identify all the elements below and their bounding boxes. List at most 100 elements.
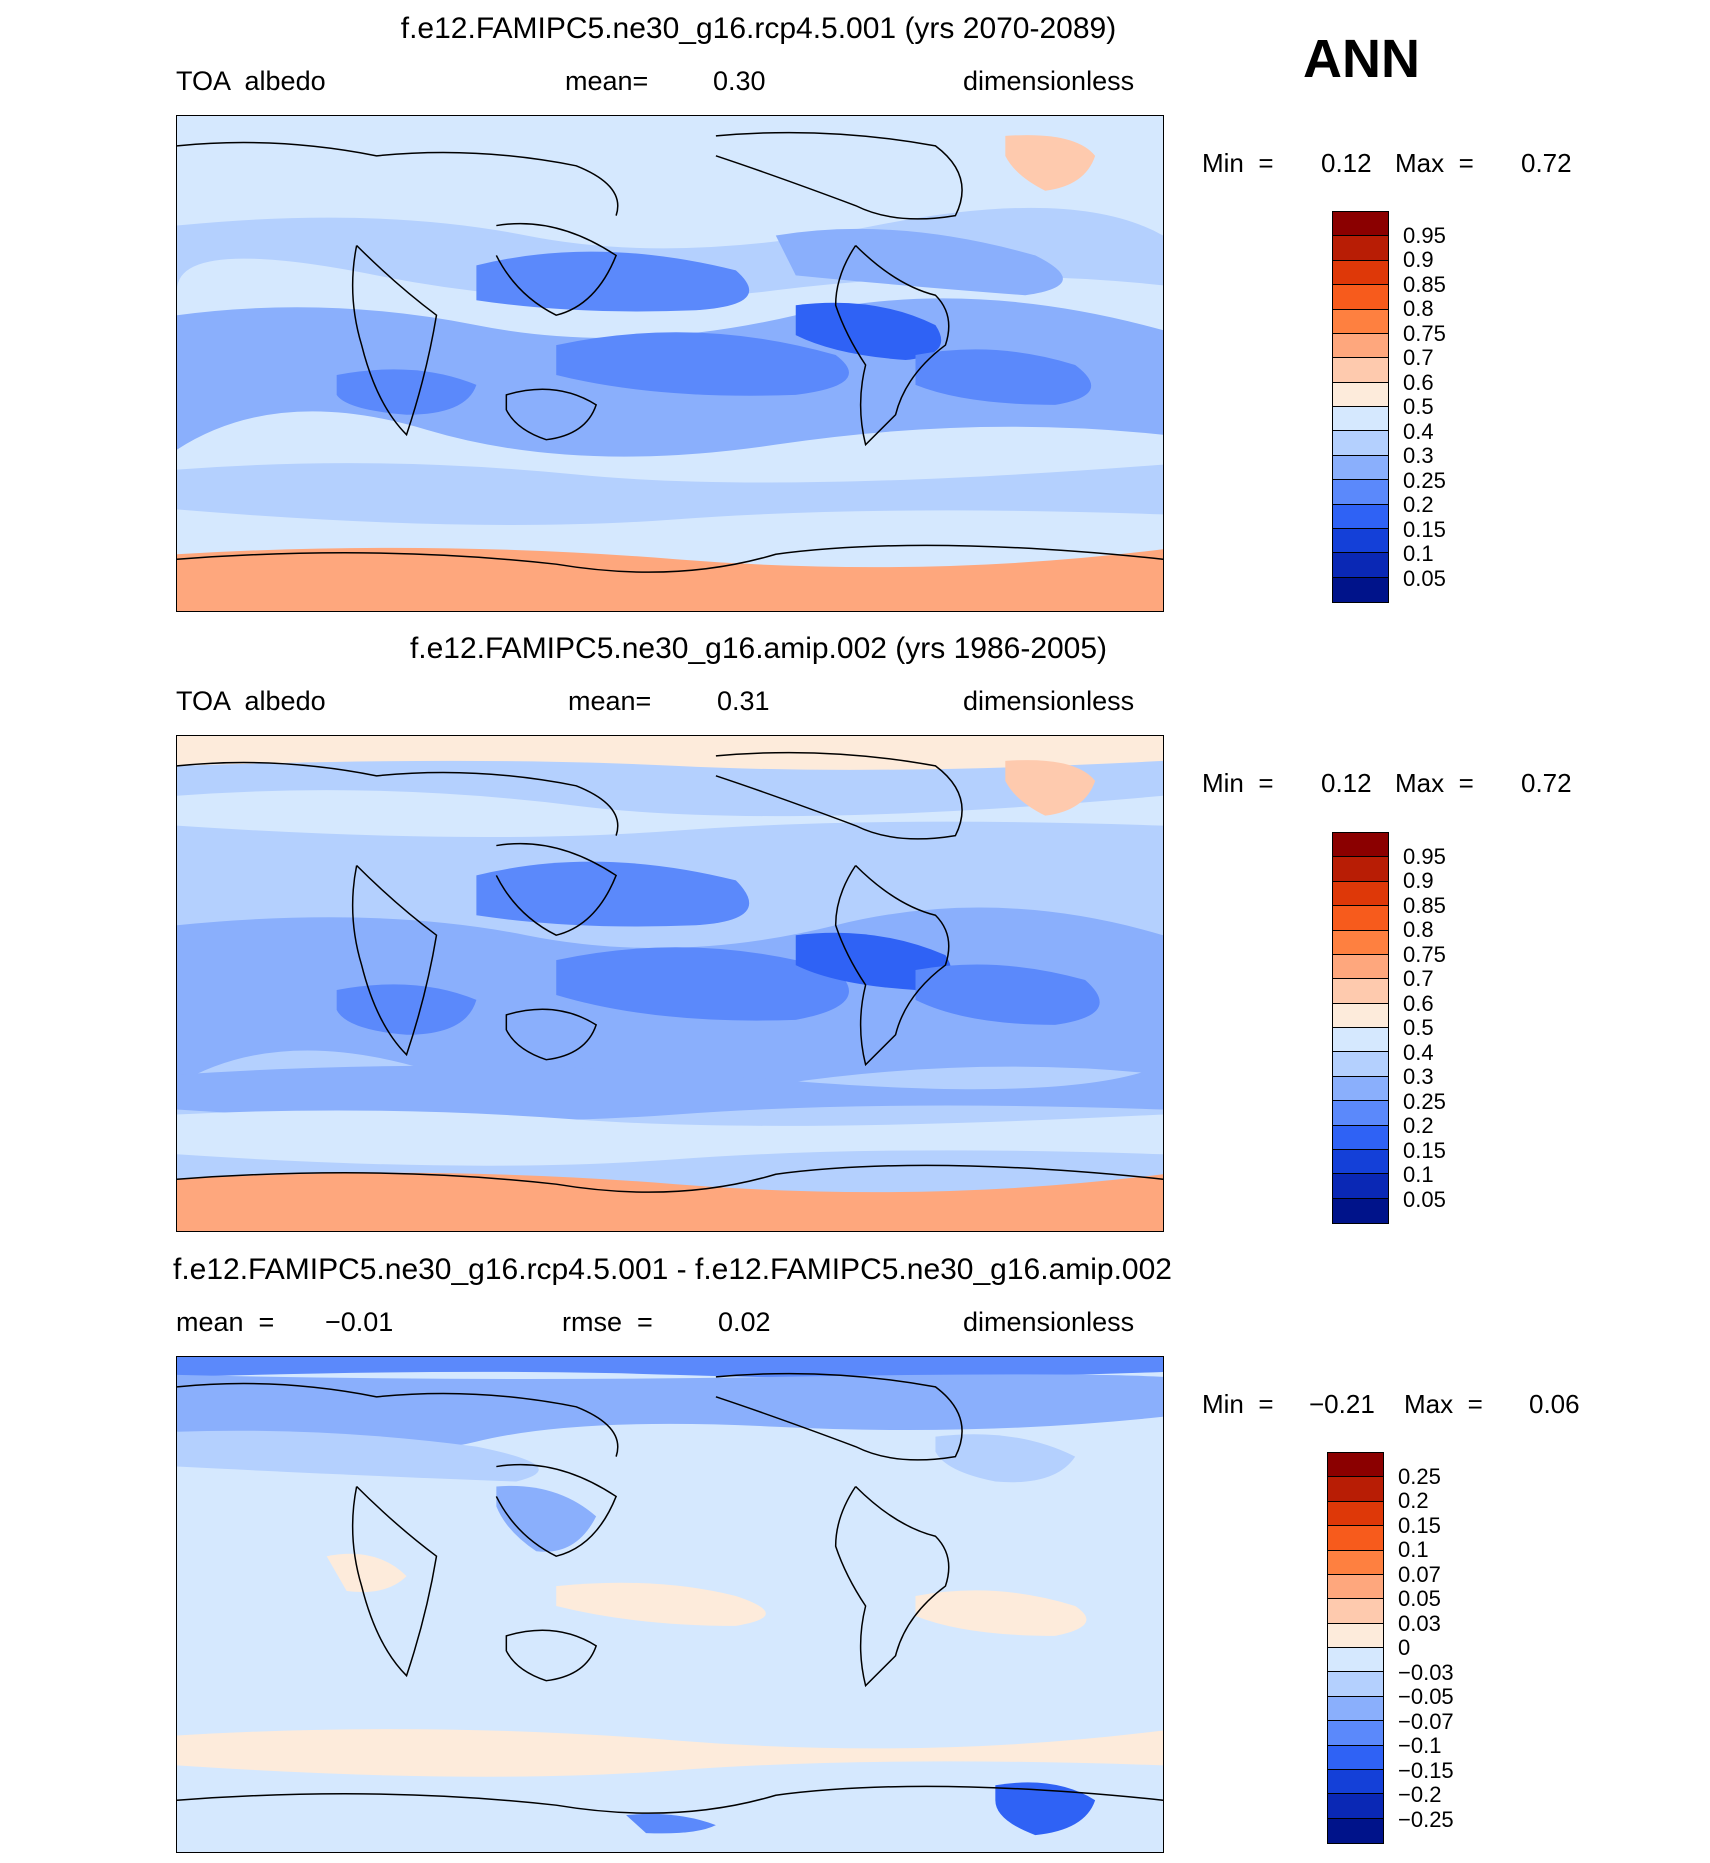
panel-2-title: f.e12.FAMIPC5.ne30_g16.amip.002 (yrs 198…: [409, 632, 1108, 665]
colorbar-tick-label: −0.2: [1398, 1782, 1442, 1807]
colorbar-tick-label: 0.85: [1403, 271, 1446, 297]
colorbar-tick-label: 0.9: [1403, 868, 1434, 893]
panel-3-title: f.e12.FAMIPC5.ne30_g16.rcp4.5.001 - f.e1…: [173, 1253, 1172, 1286]
colorbar-tick-label: 0.75: [1403, 320, 1446, 346]
colorbar-box: [1328, 1672, 1383, 1697]
colorbar-tick-label: 0.4: [1403, 418, 1434, 444]
panel-2-min-label: Min =: [1202, 768, 1274, 798]
panel-3-colorbar-labels: 0.25 0.2 0.15 0.1 0.07 0.05 0.03 0 −0.03 −0.05 −0.…: [1398, 1452, 1508, 1844]
colorbar-tick-label: 0.6: [1403, 990, 1434, 1016]
colorbar-tick-label: 0.25: [1403, 1088, 1446, 1114]
colorbar-box: [1328, 1501, 1383, 1527]
panel-2-colorbar-labels: 0.95 0.9 0.85 0.8 0.75 0.7 0.6 0.5 0.4 0.3 0.25 0.2…: [1403, 832, 1503, 1224]
colorbar-box: [1333, 309, 1388, 334]
colorbar-tick-label: 0.05: [1403, 1186, 1446, 1212]
panel-2-units-label: dimensionless: [963, 686, 1135, 716]
colorbar-tick-label: 0.5: [1403, 394, 1434, 419]
panel-1-max-label: Max =: [1395, 148, 1474, 178]
colorbar-tick-label: −0.25: [1398, 1806, 1454, 1832]
colorbar-box: [1333, 528, 1388, 554]
colorbar-box: [1333, 1003, 1388, 1028]
colorbar-tick-label: 0.2: [1403, 492, 1434, 517]
colorbar-box: [1328, 1648, 1383, 1673]
panel-1-max-value: 0.72: [1521, 148, 1572, 178]
colorbar-box: [1333, 906, 1388, 931]
colorbar-box: [1333, 382, 1388, 407]
colorbar-box: [1333, 857, 1388, 882]
colorbar-box: [1328, 1574, 1383, 1600]
panel-3-min-label: Min =: [1202, 1389, 1274, 1419]
colorbar-box: [1328, 1599, 1383, 1624]
panel-3-min-value: −0.21: [1309, 1389, 1375, 1419]
panel-1-map: [176, 115, 1164, 612]
panel-1-colorbar-labels: 0.95 0.9 0.85 0.8 0.75 0.7 0.6 0.5 0.4 0.3 0.25 0.2…: [1403, 211, 1503, 603]
colorbar-box: [1328, 1477, 1383, 1502]
panel-2-map: [176, 735, 1164, 1232]
colorbar-tick-label: 0.25: [1403, 467, 1446, 493]
panel-3-mean-value: −0.01: [325, 1307, 394, 1337]
panel-2-max-label: Max =: [1395, 768, 1474, 798]
colorbar-tick-label: 0.4: [1403, 1039, 1434, 1065]
panel-2-variable-label: TOA albedo: [176, 686, 326, 716]
colorbar-box: [1333, 1149, 1388, 1175]
colorbar-box: [1328, 1526, 1383, 1551]
colorbar-tick-label: 0.7: [1403, 966, 1434, 991]
colorbar-tick-label: −0.07: [1398, 1708, 1454, 1734]
colorbar-box: [1333, 358, 1388, 383]
panel-1-colorbar: [1332, 211, 1389, 603]
colorbar-box: [1328, 1818, 1383, 1843]
colorbar-box: [1328, 1721, 1383, 1746]
colorbar-tick-label: 0.3: [1403, 1064, 1434, 1089]
panel-1-min-value: 0.12: [1321, 148, 1372, 178]
panel-2-mean-label: mean=: [568, 686, 652, 716]
colorbar-tick-label: 0.15: [1398, 1512, 1441, 1538]
panel-1-units-label: dimensionless: [963, 66, 1135, 96]
colorbar-tick-label: 0.15: [1403, 516, 1446, 542]
colorbar-box: [1333, 333, 1388, 359]
season-label: ANN: [1303, 29, 1420, 89]
colorbar-tick-label: −0.05: [1398, 1684, 1454, 1709]
colorbar-box: [1328, 1769, 1383, 1795]
colorbar-tick-label: 0.95: [1403, 843, 1446, 869]
panel-2-min-value: 0.12: [1321, 768, 1372, 798]
colorbar-tick-label: 0.7: [1403, 345, 1434, 370]
colorbar-tick-label: 0.2: [1403, 1113, 1434, 1138]
colorbar-tick-label: 0.85: [1403, 892, 1446, 918]
colorbar-box: [1333, 1076, 1388, 1102]
panel-1-mean-value: 0.30: [713, 66, 766, 96]
panel-2-colorbar: [1332, 832, 1389, 1224]
colorbar-tick-label: 0.75: [1403, 941, 1446, 967]
colorbar-box: [1333, 1198, 1388, 1223]
panel-1-title: f.e12.FAMIPC5.ne30_g16.rcp4.5.001 (yrs 2…: [400, 12, 1117, 45]
colorbar-box: [1333, 1125, 1388, 1150]
colorbar-box: [1333, 553, 1388, 578]
colorbar-tick-label: 0.05: [1403, 565, 1446, 591]
colorbar-box: [1333, 431, 1388, 456]
colorbar-box: [1333, 1101, 1388, 1126]
panel-3-rmse-label: rmse =: [562, 1307, 653, 1337]
panel-3-map: [176, 1356, 1164, 1853]
colorbar-tick-label: 0.1: [1403, 1162, 1434, 1187]
colorbar-tick-label: 0.07: [1398, 1561, 1441, 1587]
colorbar-tick-label: 0.9: [1403, 247, 1434, 272]
panel-1-variable-label: TOA albedo: [176, 66, 326, 96]
colorbar-tick-label: −0.15: [1398, 1757, 1454, 1783]
colorbar-box: [1333, 260, 1388, 286]
colorbar-box: [1333, 954, 1388, 980]
colorbar-tick-label: −0.1: [1398, 1733, 1442, 1758]
colorbar-box: [1328, 1453, 1383, 1478]
colorbar-box: [1333, 1052, 1388, 1077]
colorbar-tick-label: 0.15: [1403, 1137, 1446, 1163]
colorbar-box: [1328, 1623, 1383, 1648]
colorbar-tick-label: 0: [1398, 1635, 1411, 1660]
panel-1-mean-label: mean=: [565, 66, 649, 96]
colorbar-box: [1333, 881, 1388, 907]
colorbar-tick-label: 0.8: [1403, 296, 1434, 321]
panel-3-max-label: Max =: [1404, 1389, 1483, 1419]
colorbar-box: [1328, 1696, 1383, 1722]
colorbar-box: [1333, 833, 1388, 858]
panel-1-min-label: Min =: [1202, 148, 1274, 178]
colorbar-box: [1333, 285, 1388, 310]
colorbar-box: [1333, 236, 1388, 261]
panel-2-max-value: 0.72: [1521, 768, 1572, 798]
